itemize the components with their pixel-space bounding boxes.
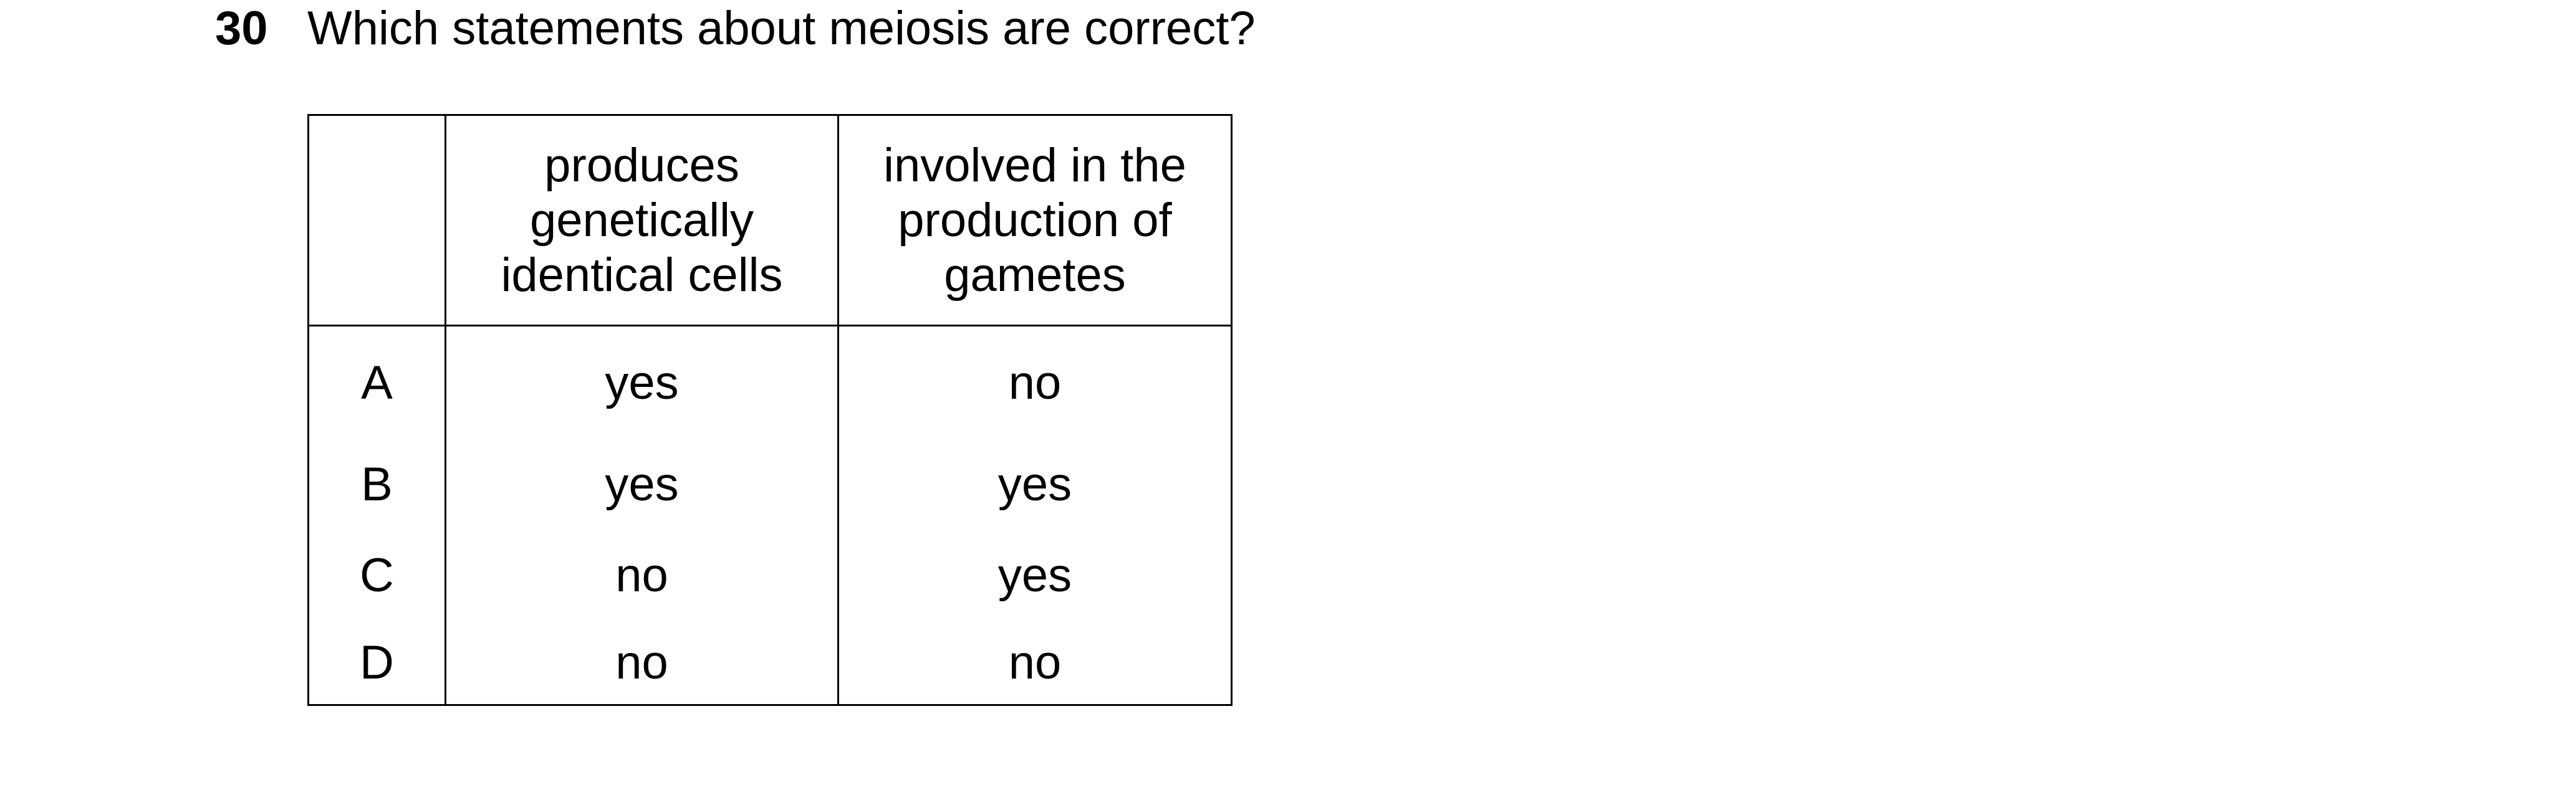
- header-gamete-production: involved in the production of gametes: [837, 114, 1233, 326]
- cell-genetically-identical: yes: [445, 325, 839, 439]
- cell-gamete-production: yes: [837, 439, 1233, 530]
- header-line: gametes: [944, 248, 1126, 302]
- header-line: involved in the: [883, 138, 1186, 192]
- header-line: production of: [898, 193, 1172, 247]
- header-line: identical cells: [501, 248, 783, 302]
- header-line: produces: [544, 138, 739, 192]
- cell-genetically-identical: no: [445, 621, 839, 706]
- answer-table: produces genetically identical cells inv…: [307, 114, 1233, 706]
- table-row: D no no: [307, 621, 1233, 706]
- option-label: C: [307, 530, 446, 621]
- cell-gamete-production: no: [837, 621, 1233, 706]
- option-label: B: [307, 439, 446, 530]
- table-row: B yes yes: [307, 439, 1233, 530]
- table-header-row: produces genetically identical cells inv…: [307, 114, 1233, 326]
- table-row: C no yes: [307, 530, 1233, 621]
- option-label: D: [307, 621, 446, 706]
- question-text: Which statements about meiosis are corre…: [307, 2, 1256, 55]
- cell-gamete-production: no: [837, 325, 1233, 439]
- header-genetically-identical: produces genetically identical cells: [445, 114, 839, 326]
- cell-genetically-identical: no: [445, 530, 839, 621]
- cell-genetically-identical: yes: [445, 439, 839, 530]
- question-number: 30: [215, 2, 268, 55]
- table-row: A yes no: [307, 325, 1233, 439]
- header-line: genetically: [529, 193, 754, 247]
- option-label: A: [307, 325, 446, 439]
- cell-gamete-production: yes: [837, 530, 1233, 621]
- header-empty-cell: [307, 114, 446, 326]
